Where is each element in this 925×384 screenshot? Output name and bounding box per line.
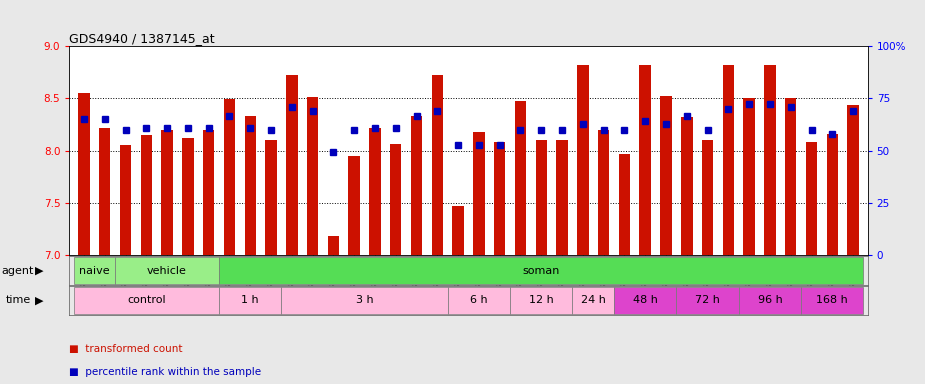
Bar [639,65,651,255]
Text: 72 h: 72 h [696,295,720,306]
Bar [556,140,568,255]
Bar [265,140,277,255]
Bar [182,138,193,255]
Bar [115,257,219,284]
Bar [577,65,588,255]
Text: ■  transformed count: ■ transformed count [69,344,183,354]
Bar [73,257,115,284]
Bar [785,98,796,255]
Bar [827,134,838,255]
Bar [161,130,173,255]
Text: time: time [6,295,31,306]
Text: 48 h: 48 h [633,295,658,306]
Bar [390,144,401,255]
Text: 96 h: 96 h [758,295,783,306]
Bar [79,93,90,255]
Bar [99,127,110,255]
Bar [224,99,235,255]
Bar [702,140,713,255]
Text: 6 h: 6 h [470,295,487,306]
Bar [619,154,630,255]
Bar [660,96,672,255]
Bar [349,156,360,255]
Bar [494,142,505,255]
Bar [452,206,463,255]
Bar [203,130,215,255]
Bar [764,65,776,255]
Text: naive: naive [79,265,110,276]
Text: 168 h: 168 h [817,295,848,306]
Bar [432,75,443,255]
Text: soman: soman [523,265,560,276]
Bar [515,101,526,255]
Text: vehicle: vehicle [147,265,187,276]
Text: 24 h: 24 h [581,295,606,306]
Text: ▶: ▶ [35,265,43,276]
Bar [801,286,864,314]
Bar [681,117,693,255]
Text: GDS4940 / 1387145_at: GDS4940 / 1387145_at [69,32,215,45]
Bar [73,286,219,314]
Bar [286,75,298,255]
Text: agent: agent [2,265,34,276]
Bar [219,257,864,284]
Bar [739,286,801,314]
Bar [573,286,614,314]
Text: ■  percentile rank within the sample: ■ percentile rank within the sample [69,367,262,377]
Bar [536,140,547,255]
Bar [281,286,448,314]
Bar [448,286,510,314]
Bar [676,286,739,314]
Bar [806,142,818,255]
Bar [119,145,131,255]
Text: control: control [127,295,166,306]
Bar [510,286,573,314]
Bar [219,286,281,314]
Bar [474,132,485,255]
Bar [847,104,858,255]
Bar [141,135,152,255]
Text: 12 h: 12 h [529,295,554,306]
Bar [369,127,381,255]
Bar [244,116,256,255]
Bar [598,130,610,255]
Bar [411,116,422,255]
Bar [744,98,755,255]
Bar [722,65,734,255]
Text: ▶: ▶ [35,295,43,306]
Bar [307,97,318,255]
Text: 1 h: 1 h [241,295,259,306]
Text: 3 h: 3 h [356,295,374,306]
Bar [327,236,339,255]
Bar [614,286,676,314]
